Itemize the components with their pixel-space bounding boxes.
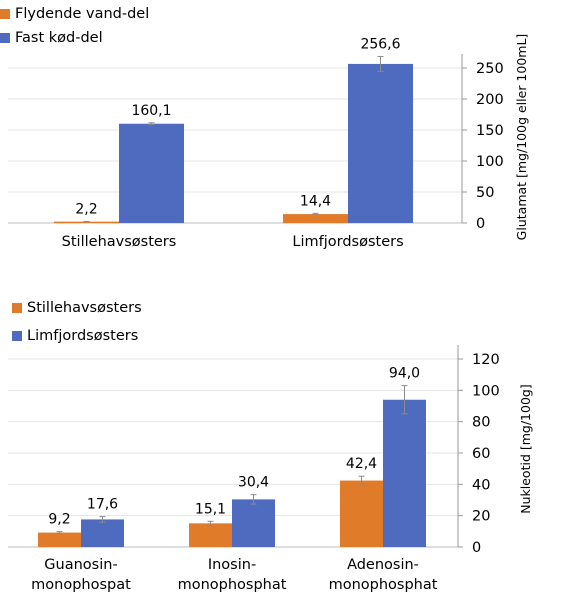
bar <box>383 399 426 547</box>
bar <box>38 532 81 547</box>
legend-item: Fast kød-del <box>0 26 149 50</box>
y-axis-title: Nukleotid [mg/100g] <box>518 384 533 513</box>
chart2-legend: Stillehavsøsters Limfjordsøsters <box>12 294 142 350</box>
bar <box>348 63 413 223</box>
category-label: Adenosin- <box>347 557 419 573</box>
data-label: 30,4 <box>238 475 269 491</box>
legend-label: Stillehavsøsters <box>27 300 142 316</box>
data-label: 2,2 <box>75 201 97 217</box>
data-label: 15,1 <box>195 501 226 517</box>
y-tick-label: 20 <box>472 509 490 525</box>
y-tick-label: 200 <box>476 92 504 108</box>
category-label: Limfjordsøsters <box>292 234 403 250</box>
data-label: 256,6 <box>360 36 400 52</box>
y-tick-label: 60 <box>472 446 490 462</box>
y-tick-label: 80 <box>472 415 490 431</box>
y-tick-label: 50 <box>476 185 494 201</box>
bar <box>232 499 275 547</box>
y-tick-label: 100 <box>472 383 500 399</box>
legend-label: Flydende vand-del <box>15 6 150 22</box>
y-tick-label: 250 <box>476 61 504 77</box>
bar <box>189 523 232 547</box>
y-tick-label: 150 <box>476 123 504 139</box>
legend-swatch <box>12 331 22 341</box>
category-label: Inosin- <box>208 557 256 573</box>
bar <box>340 480 383 547</box>
y-tick-label: 40 <box>472 477 490 493</box>
y-tick-label: 100 <box>476 154 504 170</box>
bar <box>283 214 348 223</box>
legend-swatch <box>12 303 22 313</box>
legend-item: Limfjordsøsters <box>12 322 142 350</box>
category-label: Guanosin- <box>44 557 117 573</box>
bar <box>54 221 119 224</box>
bar <box>81 519 124 547</box>
y-tick-label: 120 <box>472 352 500 368</box>
data-label: 9,2 <box>48 512 70 528</box>
category-label: monophosphat <box>178 577 287 593</box>
data-label: 17,6 <box>87 497 118 513</box>
category-label: monophospat <box>31 577 131 593</box>
legend-item: Flydende vand-del <box>0 2 149 26</box>
data-label: 94,0 <box>389 366 420 382</box>
data-label: 42,4 <box>346 456 377 472</box>
y-tick-label: 0 <box>476 216 485 232</box>
category-label: monophosphat <box>329 577 438 593</box>
y-axis-title: Glutamat [mg/100g eller 100mL] <box>514 34 529 241</box>
legend-item: Stillehavsøsters <box>12 294 142 322</box>
chart1-legend: Flydende vand-del Fast kød-del <box>0 2 149 50</box>
data-label: 160,1 <box>131 103 171 119</box>
legend-label: Fast kød-del <box>15 30 103 46</box>
category-label: Stillehavsøsters <box>62 234 177 250</box>
bar <box>119 123 184 223</box>
data-label: 14,4 <box>300 193 331 209</box>
legend-swatch <box>0 33 10 43</box>
legend-swatch <box>0 9 10 19</box>
legend-label: Limfjordsøsters <box>27 328 139 344</box>
y-tick-label: 0 <box>472 540 481 556</box>
